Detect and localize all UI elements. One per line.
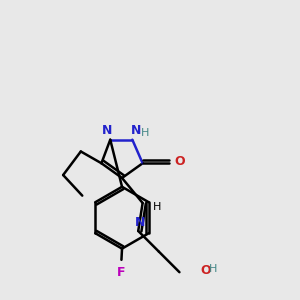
Text: N: N [131, 124, 141, 137]
Text: O: O [174, 155, 185, 168]
Text: H: H [153, 202, 161, 212]
Text: F: F [117, 266, 126, 279]
Text: O: O [200, 264, 211, 277]
Text: N: N [101, 124, 112, 137]
Text: H: H [209, 264, 217, 274]
Text: N: N [134, 217, 145, 230]
Text: H: H [141, 128, 149, 138]
